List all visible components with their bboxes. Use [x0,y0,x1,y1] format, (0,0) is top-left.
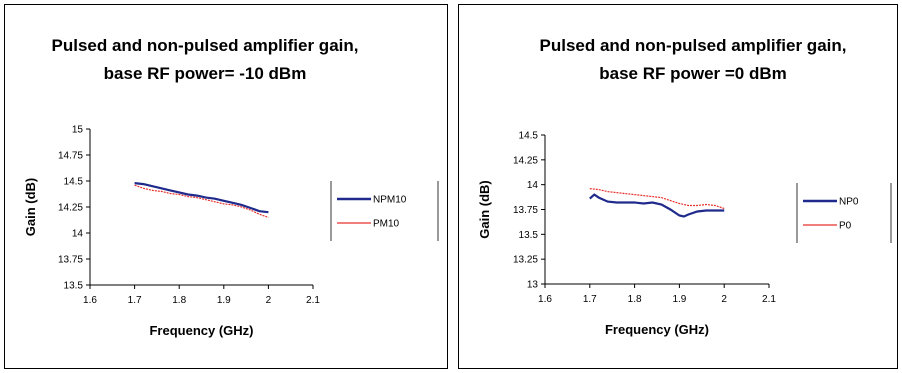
y-axis-label: Gain (dB) [477,180,492,239]
x-tick-label: 2 [266,295,272,306]
series-line-np0 [589,193,725,218]
series-line-p0 [589,188,725,210]
x-tick-label: 2.1 [306,295,320,306]
y-tick-label: 13.25 [513,255,538,266]
y-tick-label: 14.75 [58,151,83,162]
series-line-pm10 [134,184,269,218]
x-tick-label: 1.9 [672,294,686,305]
y-axis-label: Gain (dB) [23,178,38,237]
legend-label-np0: NP0 [839,197,859,208]
x-tick-label: 1.6 [83,295,97,306]
x-tick-label: 1.8 [628,294,642,305]
y-tick-label: 14.5 [64,177,84,188]
y-tick-label: 14 [527,180,539,191]
y-tick-label: 15 [72,125,84,136]
y-tick-label: 13.5 [519,230,539,241]
x-tick-label: 2.1 [762,294,776,305]
series-line-npm10 [134,182,269,214]
x-tick-label: 2 [721,294,727,305]
y-tick-label: 14.25 [513,155,538,166]
legend-label-pm10: PM10 [373,219,400,230]
x-tick-label: 1.7 [583,294,597,305]
chart-title: Pulsed and non-pulsed amplifier gain, [52,36,359,55]
y-tick-label: 14 [72,229,84,240]
x-tick-label: 1.8 [172,295,186,306]
gain-chart-right: Pulsed and non-pulsed amplifier gain, bas… [477,36,892,337]
y-tick-label: 13.75 [58,255,83,266]
gain-chart-left: Pulsed and non-pulsed amplifier gain, bas… [23,36,439,338]
chart-panel-right: Pulsed and non-pulsed amplifier gain, bas… [458,4,898,369]
x-tick-label: 1.7 [128,295,142,306]
chart-subtitle: base RF power =0 dBm [599,64,787,83]
chart-panel-left: Pulsed and non-pulsed amplifier gain, bas… [4,4,448,369]
chart-title: Pulsed and non-pulsed amplifier gain, [540,36,847,55]
y-tick-label: 13.5 [64,281,84,292]
chart-subtitle: base RF power= -10 dBm [104,64,307,83]
legend-label-p0: P0 [839,221,852,232]
x-axis-label: Frequency (GHz) [149,323,253,338]
y-tick-label: 14.5 [519,131,539,142]
x-tick-label: 1.6 [538,294,552,305]
x-tick-label: 1.9 [217,295,231,306]
y-tick-label: 14.25 [58,203,83,214]
y-tick-label: 13.75 [513,205,538,216]
legend-label-npm10: NPM10 [373,195,407,206]
y-tick-label: 13 [527,280,539,291]
x-axis-label: Frequency (GHz) [605,322,709,337]
